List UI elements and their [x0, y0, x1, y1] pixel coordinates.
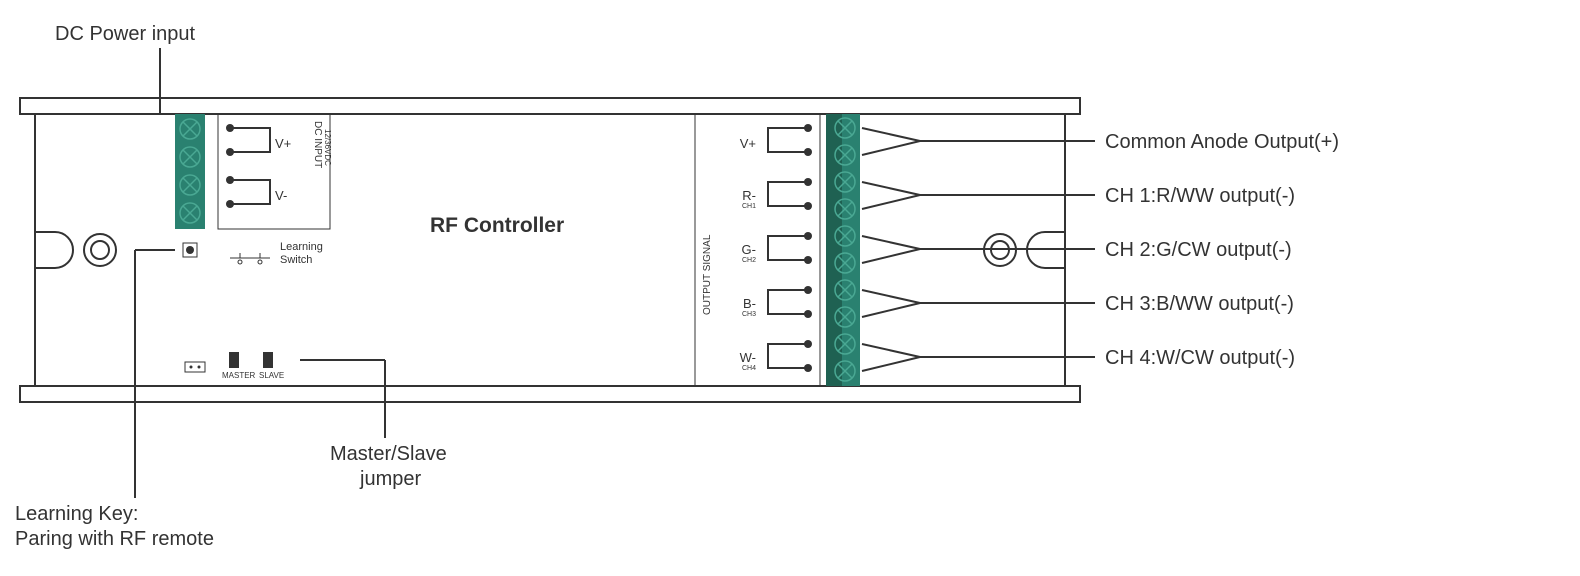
output-signal-box: OUTPUT SIGNAL V+ R- CH1 G- CH2 B- CH3 W-… [695, 114, 820, 386]
callout-master-slave: Master/Slave jumper [300, 360, 447, 490]
device-title: RF Controller [430, 214, 564, 237]
dc-input-terminal-block [175, 114, 205, 229]
dc-vminus-label: V- [275, 188, 287, 203]
learning-key-button [183, 243, 197, 257]
svg-text:DC Power input: DC Power input [55, 23, 196, 45]
learning-switch-label-l2: Switch [280, 254, 312, 266]
dc-input-heading: DC INPUT [312, 121, 323, 168]
callout-ch2: CH 2:G/CW output(-) [1105, 239, 1292, 261]
out-w-sub: CH4 [742, 365, 756, 372]
output-signal-label: OUTPUT SIGNAL [702, 234, 713, 315]
callout-ch3: CH 3:B/WW output(-) [1105, 293, 1294, 315]
callout-learning-key: Learning Key: Paring with RF remote [15, 250, 214, 550]
dc-vplus-label: V+ [275, 136, 291, 151]
out-g-sub: CH2 [742, 257, 756, 264]
callout-common-anode: Common Anode Output(+) [1105, 131, 1339, 153]
out-vplus-label: V+ [740, 136, 756, 151]
svg-text:jumper: jumper [359, 468, 421, 490]
output-wires [862, 128, 1095, 371]
out-b-label: B- [743, 296, 756, 311]
dc-input-box: V+ V- DC INPUT 12/36VDC [218, 114, 332, 229]
aux-header [185, 362, 205, 372]
svg-text:Master/Slave: Master/Slave [330, 443, 447, 465]
svg-text:Learning Key:: Learning Key: [15, 503, 138, 525]
output-terminal-block [826, 114, 860, 386]
out-r-label: R- [742, 188, 756, 203]
svg-text:Paring with RF remote: Paring with RF remote [15, 528, 214, 550]
dc-input-sub: 12/36VDC [323, 129, 332, 166]
callout-dc-power: DC Power input [55, 23, 196, 114]
jumper-slave-label: SLAVE [259, 371, 284, 380]
rf-controller-wiring-diagram: RF Controller V+ V- DC INPUT 12/36VDC [0, 0, 1580, 576]
learning-switch-label-l1: Learning [280, 241, 323, 253]
learning-switch: Learning Switch [230, 241, 323, 266]
out-r-sub: CH1 [742, 203, 756, 210]
out-w-label: W- [740, 350, 756, 365]
callout-ch1: CH 1:R/WW output(-) [1105, 185, 1295, 207]
out-b-sub: CH3 [742, 311, 756, 318]
callout-ch4: CH 4:W/CW output(-) [1105, 347, 1295, 369]
master-slave-jumpers: MASTER SLAVE [222, 352, 284, 380]
out-g-label: G- [742, 242, 756, 257]
jumper-master-label: MASTER [222, 371, 256, 380]
